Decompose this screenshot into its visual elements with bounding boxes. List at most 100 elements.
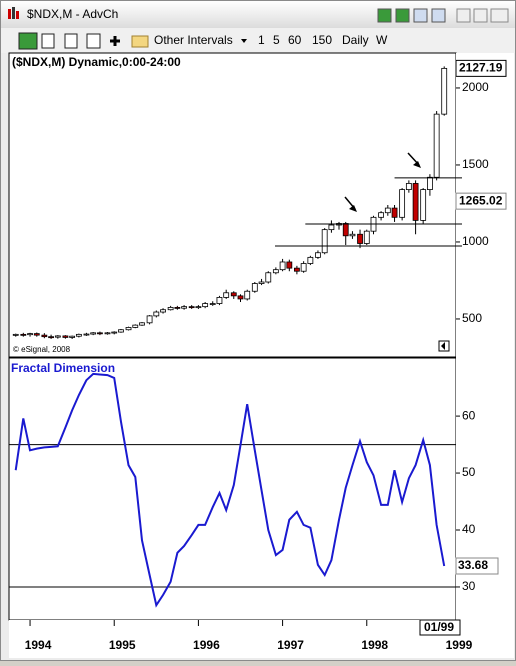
candle-body xyxy=(146,315,153,324)
candle-body xyxy=(160,309,166,313)
x-tick-label: 1994 xyxy=(25,638,52,652)
candle-body xyxy=(230,292,237,297)
x-tick-label: 1995 xyxy=(109,638,136,652)
interval-button[interactable]: 150 xyxy=(312,33,332,47)
candle-body xyxy=(209,303,216,305)
cursor-box xyxy=(419,619,461,636)
menu-arrow xyxy=(241,39,247,43)
y-tick-label: 1000 xyxy=(462,234,489,248)
candle-body xyxy=(188,306,195,309)
interval-button[interactable]: 60 xyxy=(288,33,302,47)
candle-body xyxy=(363,230,370,244)
candle-body xyxy=(433,113,440,178)
candle-body xyxy=(405,183,412,190)
annotation-arrows xyxy=(344,152,421,212)
candle-body xyxy=(307,256,314,264)
candle-body xyxy=(342,223,349,237)
last-price-label: 2127.19 xyxy=(459,61,503,75)
candle-body xyxy=(279,261,286,271)
candle-body xyxy=(125,327,132,331)
last-price-box xyxy=(455,59,507,77)
candle-body xyxy=(48,336,54,339)
candle-body xyxy=(167,307,174,311)
candle-body xyxy=(412,183,419,221)
candle-body xyxy=(69,335,76,338)
candle-body xyxy=(54,335,61,338)
candle-body xyxy=(357,233,363,244)
candle-body xyxy=(237,295,244,300)
candle-body xyxy=(315,252,321,258)
candle-body xyxy=(293,267,300,272)
value-axis-area xyxy=(456,53,514,620)
y-tick-label: 30 xyxy=(462,579,476,593)
candle-body xyxy=(258,281,265,284)
candle-body xyxy=(328,224,335,231)
indicator-line xyxy=(14,372,446,608)
candle-body xyxy=(90,332,97,335)
candle-body xyxy=(244,290,251,300)
toolbar-icons[interactable] xyxy=(18,32,149,50)
candle-body xyxy=(272,269,279,274)
candle-body xyxy=(132,324,139,328)
candle-body xyxy=(441,67,448,115)
window-controls[interactable] xyxy=(377,8,509,23)
title-bar xyxy=(1,1,515,28)
candle-body xyxy=(251,283,258,292)
candle-body xyxy=(104,332,111,335)
candle-body xyxy=(41,334,48,338)
candle-body xyxy=(118,329,124,333)
candle-body xyxy=(349,233,356,237)
marker-box xyxy=(455,192,507,210)
price-panel xyxy=(8,52,457,358)
marker-label: 1265.02 xyxy=(459,193,503,207)
y-tick-label: 40 xyxy=(462,522,476,536)
candle-body xyxy=(265,272,272,283)
candle-body xyxy=(12,333,19,336)
candle-body xyxy=(391,207,398,218)
candle-body xyxy=(202,303,209,308)
copyright: © eSignal, 2008 xyxy=(13,345,71,354)
last-value-label: 33.68 xyxy=(458,558,488,572)
y-tick-label: 2000 xyxy=(462,80,489,94)
chart-title: ($NDX,M) Dynamic,0:00-24:00 xyxy=(12,55,181,69)
interval-button[interactable]: W xyxy=(376,33,388,47)
candle-body xyxy=(20,333,27,336)
cursor-label: 01/99 xyxy=(424,620,454,634)
candle-body xyxy=(286,261,293,269)
y-tick-label: 500 xyxy=(462,311,482,325)
candle-body xyxy=(97,332,103,335)
candle-body xyxy=(195,306,202,309)
interval-menu[interactable]: Other Intervals xyxy=(154,33,233,47)
candle-body xyxy=(420,189,427,221)
candle-body xyxy=(216,297,223,304)
candle-body xyxy=(83,333,90,336)
scroll-icon[interactable] xyxy=(438,340,450,352)
candle-body xyxy=(399,189,406,218)
window-title: $NDX,M - AdvCh xyxy=(27,7,118,21)
interval-button[interactable]: 1 xyxy=(258,33,265,47)
candle-body xyxy=(427,176,433,190)
candle-body xyxy=(153,311,160,317)
candle-body xyxy=(27,333,33,336)
y-tick-label: 1500 xyxy=(462,157,489,171)
candle-body xyxy=(33,333,40,336)
y-tick-label: 60 xyxy=(462,408,476,422)
candle-body xyxy=(181,306,187,309)
x-tick-label: 1997 xyxy=(277,638,304,652)
candle-body xyxy=(174,307,181,309)
candle-body xyxy=(378,212,384,218)
app-icon xyxy=(8,7,19,19)
last-value-box xyxy=(455,557,499,575)
candle-body xyxy=(111,331,118,334)
interval-button[interactable]: 5 xyxy=(273,33,280,47)
x-tick-label: 1996 xyxy=(193,638,220,652)
interval-button[interactable]: Daily xyxy=(342,33,369,47)
indicator-title: Fractal Dimension xyxy=(11,361,115,375)
candle-body xyxy=(139,322,145,326)
candle-body xyxy=(75,333,82,337)
x-tick-label: 1999 xyxy=(446,638,473,652)
x-tick-label: 1998 xyxy=(361,638,388,652)
candle-body xyxy=(300,263,307,272)
candle-body xyxy=(62,335,69,338)
